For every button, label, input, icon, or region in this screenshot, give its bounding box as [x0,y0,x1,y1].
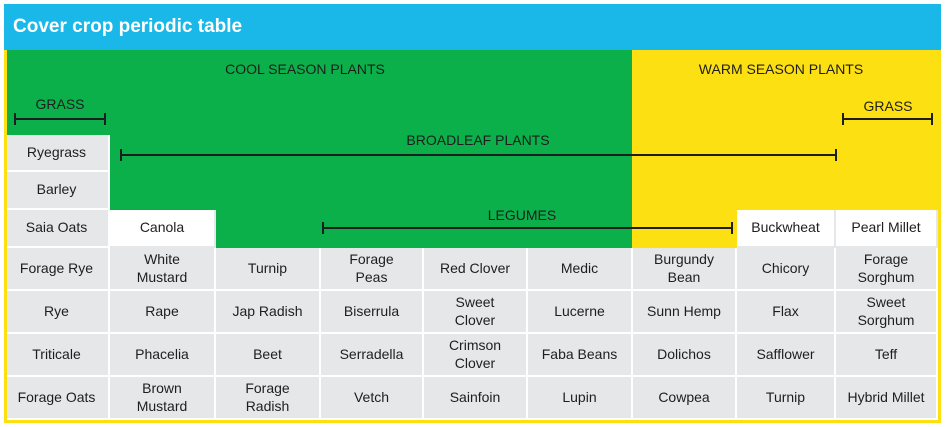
crop-cell: Sunn Hemp [633,291,737,334]
crop-cell: Forage Radish [216,377,321,420]
crop-cell: Rape [110,291,216,334]
crop-cell: Sweet Clover [424,291,528,334]
legumes-range-bar [322,222,733,234]
crop-cell: Flax [737,291,836,334]
crop-cell: Pearl Millet [836,210,938,248]
crop-cell: Sweet Sorghum [836,291,938,334]
crop-cell: Forage Rye [5,248,110,291]
crop-cell: Vetch [321,377,424,420]
page-title: Cover crop periodic table [4,4,941,50]
crop-cell: Biserrula [321,291,424,334]
grass-range-bar-right [842,113,933,125]
crop-cell: Faba Beans [528,334,633,377]
crop-cell: White Mustard [110,248,216,291]
crop-cell: Burgundy Bean [633,248,737,291]
crop-cell: Turnip [737,377,836,420]
grass-label-right: GRASS [863,98,913,114]
crop-cell: Forage Peas [321,248,424,291]
grass-label-left: GRASS [35,96,85,112]
crop-cell: Jap Radish [216,291,321,334]
crop-cell: Chicory [737,248,836,291]
crop-cell: Lupin [528,377,633,420]
crop-cell: Triticale [5,334,110,377]
crop-cell: Buckwheat [737,210,836,248]
crop-cell: Saia Oats [5,210,110,248]
crop-cell: Dolichos [633,334,737,377]
broadleaf-label: BROADLEAF PLANTS [406,132,550,148]
crop-cell: Serradella [321,334,424,377]
crop-cell: Barley [5,172,110,210]
crop-cell: Beet [216,334,321,377]
legumes-label: LEGUMES [487,207,557,223]
crop-cell: Lucerne [528,291,633,334]
crop-cell: Medic [528,248,633,291]
crop-cell: Sainfoin [424,377,528,420]
crop-cell: Red Clover [424,248,528,291]
broadleaf-range-bar [120,149,837,161]
crop-cell: Hybrid Millet [836,377,938,420]
crop-cell: Ryegrass [5,135,110,172]
cool-season-label: COOL SEASON PLANTS [225,61,385,77]
crop-cell: Forage Sorghum [836,248,938,291]
grass-range-bar-left [14,113,106,125]
crop-cell: Canola [110,210,216,248]
crop-cell: Brown Mustard [110,377,216,420]
crop-cell: Safflower [737,334,836,377]
crop-cell: Rye [5,291,110,334]
crop-cell: Crimson Clover [424,334,528,377]
crop-cell: Cowpea [633,377,737,420]
warm-season-label: WARM SEASON PLANTS [698,61,864,77]
crop-cell: Teff [836,334,938,377]
crop-cell: Phacelia [110,334,216,377]
crop-cell: Forage Oats [5,377,110,420]
crop-cell: Turnip [216,248,321,291]
